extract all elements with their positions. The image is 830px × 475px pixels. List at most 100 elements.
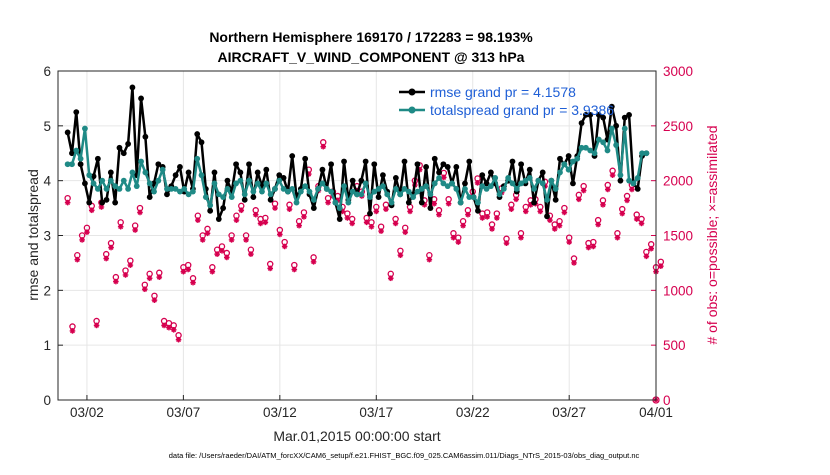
spread-point bbox=[401, 185, 408, 192]
obs-assimilated-stroke bbox=[378, 228, 384, 234]
spread-point bbox=[297, 188, 304, 195]
y-tick-label: 4 bbox=[43, 174, 51, 189]
obs-assimilated-marker bbox=[426, 256, 433, 263]
rmse-point bbox=[103, 196, 110, 203]
obs-assimilated-marker bbox=[580, 187, 587, 194]
rmse-point bbox=[427, 205, 434, 211]
obs-assimilated-marker bbox=[243, 237, 249, 243]
obs-assimilated-stroke bbox=[581, 188, 587, 193]
obs-assimilated-stroke bbox=[65, 200, 71, 206]
rmse-point bbox=[418, 199, 425, 206]
spread-point bbox=[544, 196, 550, 203]
spread-point bbox=[587, 147, 594, 154]
obs-assimilated-stroke bbox=[200, 237, 206, 243]
obs-assimilated-marker bbox=[137, 209, 143, 216]
spread-point bbox=[595, 136, 602, 143]
obs-assimilated-stroke bbox=[127, 262, 133, 268]
rmse-point bbox=[613, 122, 620, 129]
obs-assimilated-marker bbox=[604, 186, 611, 193]
obs-assimilated-stroke bbox=[161, 322, 167, 328]
spread-point bbox=[531, 185, 537, 192]
spread-point bbox=[99, 177, 106, 184]
obs-assimilated-stroke bbox=[84, 229, 90, 235]
data-file-footer: data file: /Users/raeder/DAI/ATM_forcXX/… bbox=[169, 451, 640, 460]
obs-assimilated-marker bbox=[195, 217, 201, 223]
obs-assimilated-marker bbox=[190, 279, 196, 286]
obs-assimilated-stroke bbox=[103, 256, 109, 261]
spread-point bbox=[241, 191, 248, 198]
rmse-point bbox=[440, 161, 447, 168]
obs-assimilated-marker bbox=[648, 245, 654, 252]
obs-assimilated-stroke bbox=[258, 220, 264, 226]
obs-assimilated-stroke bbox=[639, 220, 644, 226]
spread-point bbox=[371, 188, 378, 195]
obs-assimilated-stroke bbox=[586, 245, 591, 251]
rmse-point bbox=[362, 158, 369, 165]
obs-assimilated-stroke bbox=[214, 251, 220, 257]
spread-point bbox=[613, 142, 620, 148]
spread-point bbox=[608, 125, 615, 132]
legend-spread-label: totalspread grand pr = 3.9386 bbox=[430, 102, 614, 118]
obs-assimilated-stroke bbox=[557, 223, 563, 229]
obs-assimilated-stroke bbox=[180, 269, 186, 275]
spread-point bbox=[250, 188, 257, 195]
obs-assimilated-stroke bbox=[610, 172, 616, 178]
obs-assimilated-marker bbox=[556, 222, 563, 229]
obs-assimilated-marker bbox=[590, 243, 597, 250]
rmse-point bbox=[267, 196, 274, 203]
obs-assimilated-stroke bbox=[190, 280, 196, 286]
rmse-point bbox=[107, 169, 114, 176]
rmse-point bbox=[289, 153, 296, 159]
spread-point bbox=[565, 166, 572, 173]
spread-point bbox=[487, 183, 494, 190]
obs-assimilated-marker bbox=[132, 227, 138, 233]
obs-assimilated-marker bbox=[277, 231, 283, 238]
spread-point bbox=[293, 199, 300, 206]
rmse-point bbox=[582, 111, 589, 118]
rmse-point bbox=[595, 111, 602, 118]
spread-point bbox=[634, 175, 641, 181]
rmse-point bbox=[483, 180, 490, 187]
obs-assimilated-marker bbox=[204, 230, 211, 237]
obs-assimilated-marker bbox=[373, 208, 380, 215]
spread-point bbox=[418, 185, 425, 192]
rmse-point bbox=[99, 199, 106, 206]
spread-point bbox=[215, 191, 222, 198]
obs-assimilated-stroke bbox=[489, 226, 495, 232]
obs-assimilated-stroke bbox=[402, 229, 408, 235]
rmse-point bbox=[64, 129, 71, 136]
spread-point bbox=[643, 150, 650, 157]
obs-assimilated-marker bbox=[609, 172, 616, 178]
rmse-point bbox=[120, 150, 127, 157]
obs-assimilated-marker bbox=[170, 327, 177, 333]
y-right-tick-label: 2500 bbox=[663, 119, 693, 134]
obs-assimilated-marker bbox=[489, 226, 495, 232]
rmse-point bbox=[73, 109, 80, 116]
spread-point bbox=[103, 185, 110, 192]
obs-assimilated-marker bbox=[252, 211, 259, 218]
spread-point bbox=[246, 177, 252, 184]
legend-rmse-marker bbox=[408, 88, 416, 96]
legend-rmse-label: rmse grand pr = 4.1578 bbox=[430, 84, 576, 100]
obs-assimilated-stroke bbox=[634, 216, 640, 222]
obs-assimilated-marker bbox=[571, 260, 577, 266]
spread-point bbox=[375, 185, 382, 192]
spread-point bbox=[228, 194, 235, 201]
obs-assimilated-stroke bbox=[147, 275, 153, 281]
legend: rmse grand pr = 4.1578 totalspread grand… bbox=[399, 84, 614, 118]
obs-assimilated-marker bbox=[156, 274, 163, 280]
obs-assimilated-marker bbox=[238, 207, 245, 214]
spread-point bbox=[129, 169, 136, 176]
obs-assimilated-marker bbox=[79, 237, 85, 243]
rmse-point bbox=[600, 114, 607, 121]
obs-assimilated-stroke bbox=[243, 237, 249, 243]
rmse-point bbox=[94, 155, 101, 162]
obs-assimilated-marker bbox=[185, 266, 192, 273]
rmse-point bbox=[319, 166, 326, 173]
obs-assimilated-stroke bbox=[151, 297, 157, 303]
obs-assimilated-stroke bbox=[209, 269, 215, 275]
rmse-point bbox=[129, 84, 136, 91]
rmse-point bbox=[241, 196, 248, 203]
x-tick-label: 03/12 bbox=[263, 405, 297, 420]
